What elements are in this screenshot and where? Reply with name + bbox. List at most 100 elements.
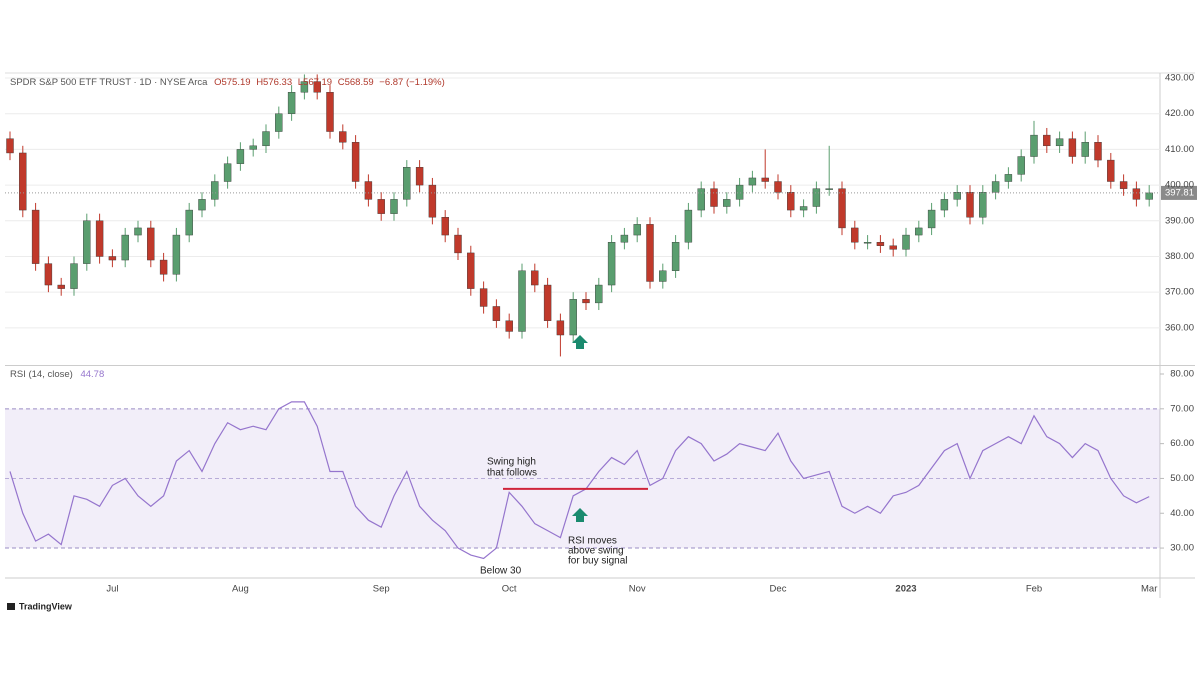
- candle-body: [876, 242, 885, 246]
- candle-body: [300, 81, 309, 93]
- rsi-header: RSI (14, close) 44.78: [10, 369, 104, 380]
- candle-body: [403, 167, 411, 200]
- y-tick-label: 360.00: [1165, 322, 1194, 333]
- candle-body: [863, 242, 872, 244]
- annotation: above swing: [568, 546, 624, 557]
- candle-body: [825, 188, 833, 190]
- rsi-line: [9, 401, 1150, 560]
- candle-body: [172, 234, 181, 275]
- candle-body: [223, 163, 232, 182]
- candle-body: [1145, 192, 1153, 200]
- ohlc-close: C568.59: [338, 77, 374, 88]
- candle-body: [723, 199, 731, 207]
- candle-body: [275, 113, 283, 132]
- candle-body: [1055, 138, 1064, 147]
- candle-body: [659, 270, 667, 282]
- candle-body: [377, 199, 385, 214]
- candle-body: [966, 192, 974, 218]
- watermark: TradingView: [19, 601, 73, 611]
- candle-body: [927, 209, 936, 229]
- logo-icon: [7, 603, 15, 610]
- y-tick-label: 40.00: [1170, 508, 1194, 519]
- candle-body: [479, 288, 488, 307]
- candle-body: [915, 227, 923, 236]
- x-tick-label: 2023: [895, 584, 916, 595]
- chart-header: SPDR S&P 500 ETF TRUST · 1D · NYSE Arca …: [10, 77, 445, 88]
- y-tick-label: 370.00: [1165, 287, 1194, 298]
- x-tick-label: Jul: [106, 584, 118, 595]
- candle-body: [1030, 134, 1038, 157]
- y-tick-label: 70.00: [1170, 403, 1194, 414]
- ohlc-open: O575.19: [214, 77, 250, 88]
- candle-body: [889, 245, 897, 250]
- candle-body: [159, 259, 168, 275]
- candle-body: [543, 284, 552, 321]
- instrument: SPDR S&P 500 ETF TRUST · 1D · NYSE Arca: [10, 77, 208, 88]
- buy-arrow: [572, 335, 588, 349]
- last-price-label: 397.81: [1165, 187, 1194, 198]
- candle-body: [236, 149, 245, 164]
- candle-body: [1081, 142, 1089, 157]
- y-tick-label: 60.00: [1170, 438, 1194, 449]
- candle-body: [1043, 134, 1051, 147]
- annotation: RSI moves: [568, 536, 617, 547]
- x-tick-label: Mar: [1141, 584, 1157, 595]
- ohlc-change: −6.87 (−1.19%): [379, 77, 445, 88]
- y-tick-label: 420.00: [1165, 108, 1194, 119]
- y-tick-label: 390.00: [1165, 215, 1194, 226]
- annotation: that follows: [487, 468, 537, 479]
- candle-body: [249, 145, 257, 150]
- candle-body: [1068, 138, 1077, 157]
- candle-body: [57, 284, 65, 289]
- y-tick-label: 410.00: [1165, 144, 1194, 155]
- candle-body: [44, 263, 53, 286]
- candle-body: [83, 220, 91, 264]
- candle-body: [1107, 159, 1115, 182]
- candle-body: [556, 320, 565, 336]
- candle-body: [467, 252, 475, 289]
- ohlc-low: L567.19: [298, 77, 332, 88]
- candle-body: [761, 177, 769, 182]
- rsi-title: RSI (14, close): [10, 369, 73, 380]
- x-tick-label: Oct: [502, 584, 517, 595]
- rsi-last-value: 44.78: [80, 369, 104, 380]
- candle-body: [774, 181, 782, 193]
- candle-body: [441, 217, 449, 236]
- candle-body: [799, 206, 808, 211]
- candle-body: [121, 234, 129, 261]
- candle-body: [710, 188, 718, 207]
- x-tick-label: Feb: [1026, 584, 1042, 595]
- y-tick-label: 380.00: [1165, 251, 1194, 262]
- y-tick-label: 430.00: [1165, 73, 1194, 84]
- candle-body: [454, 234, 462, 254]
- candle-body: [147, 227, 155, 261]
- candle-body: [607, 242, 616, 286]
- buy-arrow: [572, 508, 588, 522]
- candle-body: [492, 306, 501, 321]
- x-tick-label: Dec: [770, 584, 787, 595]
- candle-body: [339, 131, 347, 143]
- candle-body: [134, 227, 142, 236]
- candle-body: [287, 92, 296, 114]
- candle-body: [902, 234, 910, 250]
- candle-body: [633, 224, 641, 236]
- candle-body: [518, 270, 526, 332]
- candle-body: [697, 188, 705, 211]
- candle-body: [95, 220, 104, 257]
- candle-body: [953, 192, 961, 200]
- candle-body: [415, 167, 424, 186]
- candle-body: [1004, 174, 1013, 182]
- candle-body: [326, 92, 334, 132]
- candle-body: [595, 284, 603, 304]
- candle-body: [646, 224, 654, 282]
- candle-body: [108, 256, 117, 261]
- y-tick-label: 50.00: [1170, 473, 1194, 484]
- candle-body: [1017, 156, 1025, 175]
- candle-body: [70, 263, 78, 289]
- candle-body: [979, 192, 987, 218]
- candle-body: [6, 138, 14, 154]
- ohlc-high: H576.33: [256, 77, 292, 88]
- grid: [5, 77, 1164, 549]
- candle-body: [1094, 142, 1102, 161]
